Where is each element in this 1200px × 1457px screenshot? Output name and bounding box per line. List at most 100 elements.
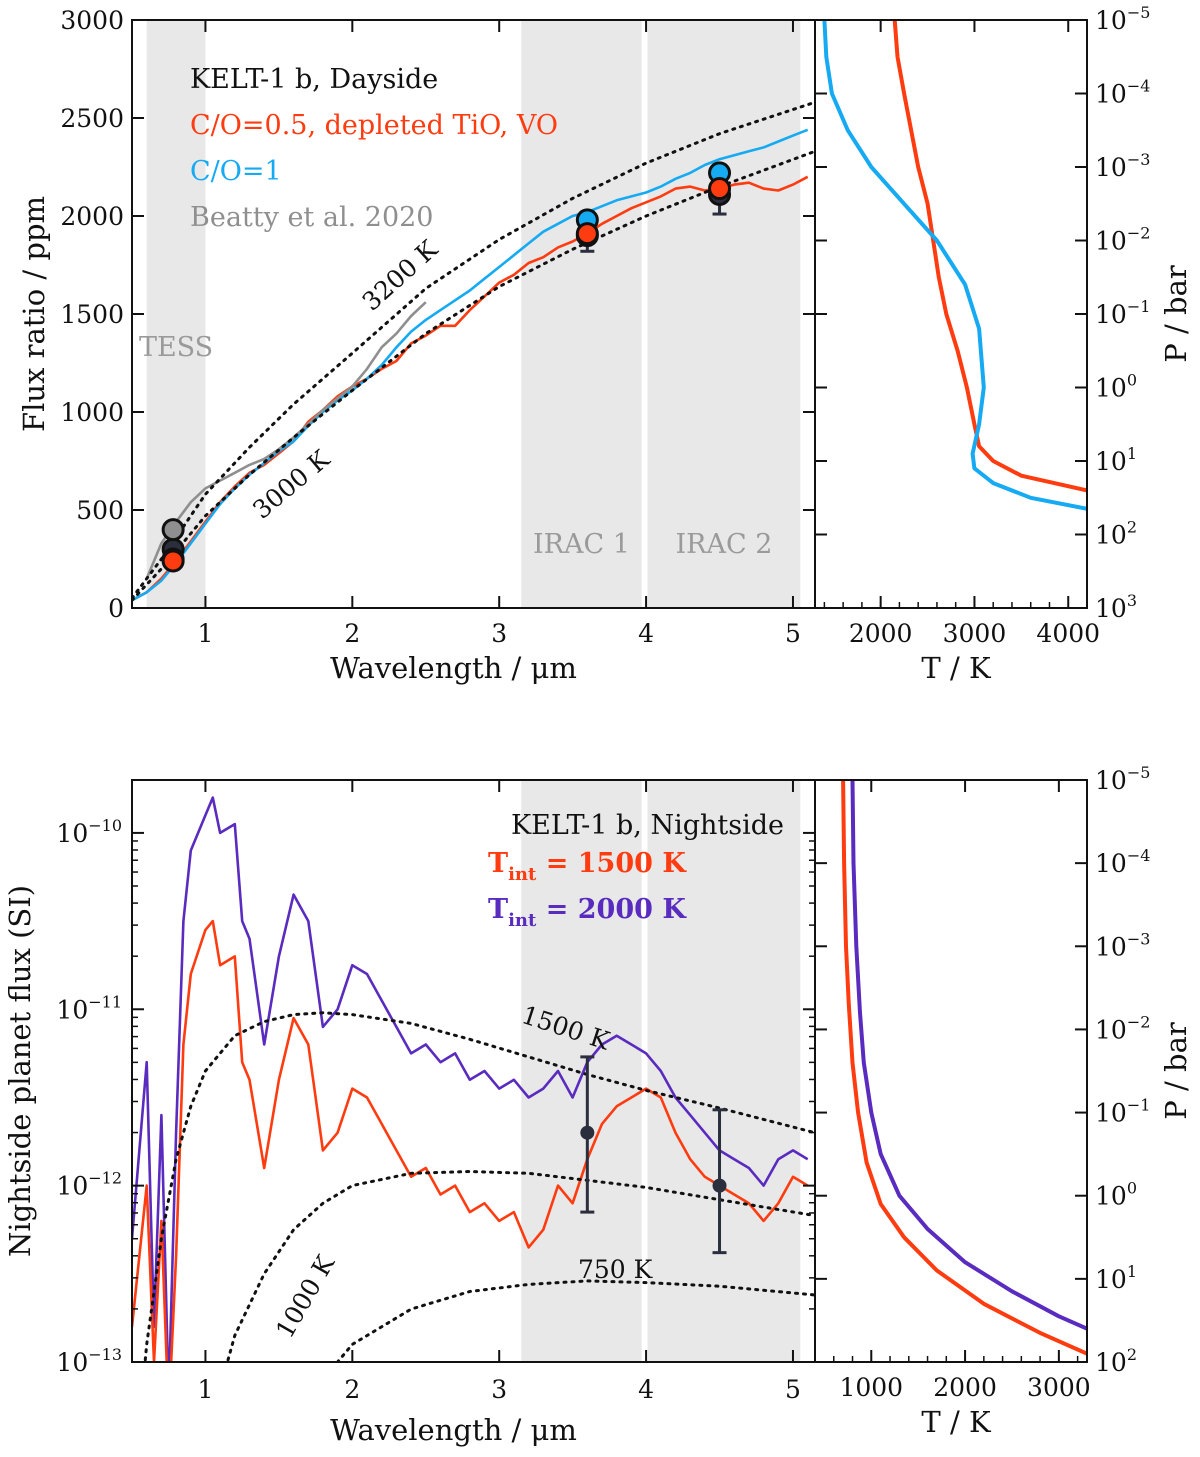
axes-frame <box>814 779 1088 1363</box>
point-tess-c-o-0-5 <box>161 549 185 573</box>
y-tick-label: 10−5 <box>1095 3 1150 35</box>
y-tick-label: 1000 <box>60 398 124 427</box>
y-tick-label: 10−2 <box>1095 224 1150 256</box>
x-axis-label: T / K <box>921 1405 992 1439</box>
y-tick-label: 10−4 <box>1095 846 1150 878</box>
plot-area: TESS IRAC 1 IRAC 2 KELT-1 b, Dayside C/O=0.5… <box>132 20 815 608</box>
point-irac1-c-o-0-5 <box>575 222 599 246</box>
x-tick-label: 4000 <box>1036 619 1100 648</box>
pt-line-c-o-0-5-depleted-tio-vo <box>892 20 1087 493</box>
y-axis-label: Flux ratio / ppm <box>17 196 51 432</box>
line-1000-k <box>225 1170 815 1362</box>
x-tick-label: 2 <box>344 1375 360 1404</box>
x-axis-label: Wavelength / μm <box>330 651 577 685</box>
y-tick-label: 0 <box>108 594 124 623</box>
pt-line-tint-2000-k <box>850 780 1087 1331</box>
x-axis-label: T / K <box>921 651 992 685</box>
legend-c-o-1: C/O=1 <box>190 156 282 187</box>
y-tick-label: 103 <box>1095 591 1137 623</box>
plot-area <box>822 20 1087 511</box>
annotation-1000k: 1000 K <box>270 1249 341 1343</box>
x-axis-label: Wavelength / μm <box>330 1413 577 1447</box>
y-tick-label: 10−10 <box>56 816 122 848</box>
band-label-irac1: IRAC 1 <box>533 529 630 560</box>
band-label-tess: TESS <box>139 332 213 363</box>
line-tint-2000-k <box>132 796 809 1362</box>
x-tick-label: 2 <box>344 619 360 648</box>
y-tick-label: 10−3 <box>1095 929 1150 961</box>
y-tick-label: 2500 <box>60 104 124 133</box>
pt-line-c-o-1 <box>822 20 1087 511</box>
line-beatty-et-al-2020 <box>145 301 427 580</box>
y-axis-label: P / bar <box>1159 1022 1193 1120</box>
line-1500-k <box>143 1011 815 1362</box>
band-label-irac2: IRAC 2 <box>675 529 772 560</box>
dayside-pt-profile-panel: 2000 3000 4000 10−5 10−4 10−3 10−2 10−1 100 101 10… <box>814 3 1193 685</box>
point-tess-beatty <box>161 518 185 542</box>
pt-line-tint-1500-k <box>841 780 1087 1356</box>
line-c-o-0-5-depleted-tio-vo <box>132 175 809 602</box>
nightside-spectrum-panel: KELT-1 b, Nightside Tint = 1500 K Tint = 2… <box>3 779 816 1447</box>
y-tick-label: 10−1 <box>1095 1096 1150 1128</box>
line-c-o-1 <box>132 128 809 602</box>
line-3200-k <box>132 100 815 600</box>
legend-beatty-et-al-2020: Beatty et al. 2020 <box>190 202 433 233</box>
y-tick-label: 100 <box>1095 1179 1137 1211</box>
y-tick-label: 102 <box>1095 518 1137 550</box>
y-tick-label: 500 <box>76 496 124 525</box>
y-tick-label: 100 <box>1095 371 1137 403</box>
point-irac1-nightside <box>580 1125 595 1140</box>
plot-area <box>841 780 1087 1356</box>
band-irac-2 <box>647 780 801 1362</box>
band-tess <box>146 20 206 608</box>
band-irac-1 <box>521 20 642 608</box>
point-irac2-c-o-0-5 <box>708 177 732 201</box>
x-tick-label: 1 <box>197 1375 213 1404</box>
y-tick-label: 10−1 <box>1095 297 1150 329</box>
y-tick-label: 10−2 <box>1095 1012 1150 1044</box>
axes-frame <box>814 19 1088 609</box>
y-tick-label: 10−3 <box>1095 150 1150 182</box>
dayside-spectrum-panel: TESS IRAC 1 IRAC 2 KELT-1 b, Dayside C/O=0.5… <box>17 6 816 685</box>
y-tick-label: 2000 <box>60 202 124 231</box>
x-tick-label: 2000 <box>933 1373 997 1402</box>
x-tick-label: 5 <box>785 619 801 648</box>
x-tick-label: 4 <box>638 619 654 648</box>
y-tick-label: 10−11 <box>56 992 122 1024</box>
y-tick-label: 101 <box>1095 1262 1137 1294</box>
y-tick-label: 10−5 <box>1095 763 1150 795</box>
x-tick-label: 1000 <box>839 1373 903 1402</box>
legend-c-o-0-5-depleted-tio-vo: C/O=0.5, depleted TiO, VO <box>190 110 558 141</box>
annotation-3000k: 3000 K <box>247 444 336 525</box>
plot-area: KELT-1 b, Nightside Tint = 1500 K Tint = 2… <box>132 780 815 1362</box>
y-tick-label: 3000 <box>60 6 124 35</box>
y-tick-label: 102 <box>1095 1345 1137 1377</box>
legend-kelt-1-b-dayside: KELT-1 b, Dayside <box>190 64 438 95</box>
band-irac-2 <box>647 20 801 608</box>
x-tick-label: 1 <box>197 619 213 648</box>
line-750-k <box>335 1279 815 1362</box>
y-axis-label: P / bar <box>1159 265 1193 363</box>
x-tick-label: 2000 <box>849 619 913 648</box>
legend-t-2000-k: Tint = 2000 K <box>488 894 687 931</box>
line-3000-k <box>132 149 815 602</box>
x-tick-label: 3 <box>491 619 507 648</box>
band-irac-1 <box>521 780 642 1362</box>
x-tick-label: 4 <box>638 1375 654 1404</box>
y-tick-label: 10−13 <box>56 1345 122 1377</box>
line-tint-1500-k <box>132 919 809 1362</box>
y-tick-label: 101 <box>1095 444 1137 476</box>
x-tick-label: 3 <box>491 1375 507 1404</box>
y-tick-label: 1500 <box>60 300 124 329</box>
x-tick-label: 3000 <box>1027 1373 1091 1402</box>
annotation-750k: 750 K <box>578 1255 654 1284</box>
nightside-pt-profile-panel: 1000 2000 3000 10−5 10−4 10−3 10−2 10−1 100 101 10… <box>814 763 1193 1439</box>
y-axis-label: Nightside planet flux (SI) <box>3 885 37 1257</box>
point-irac2-nightside <box>712 1178 727 1193</box>
legend-t-1500-k: Tint = 1500 K <box>488 848 687 885</box>
annotation-3200k: 3200 K <box>357 234 444 317</box>
y-tick-label: 10−12 <box>56 1169 122 1201</box>
legend-nightside: KELT-1 b, Nightside <box>511 810 784 841</box>
y-tick-label: 10−4 <box>1095 77 1150 109</box>
